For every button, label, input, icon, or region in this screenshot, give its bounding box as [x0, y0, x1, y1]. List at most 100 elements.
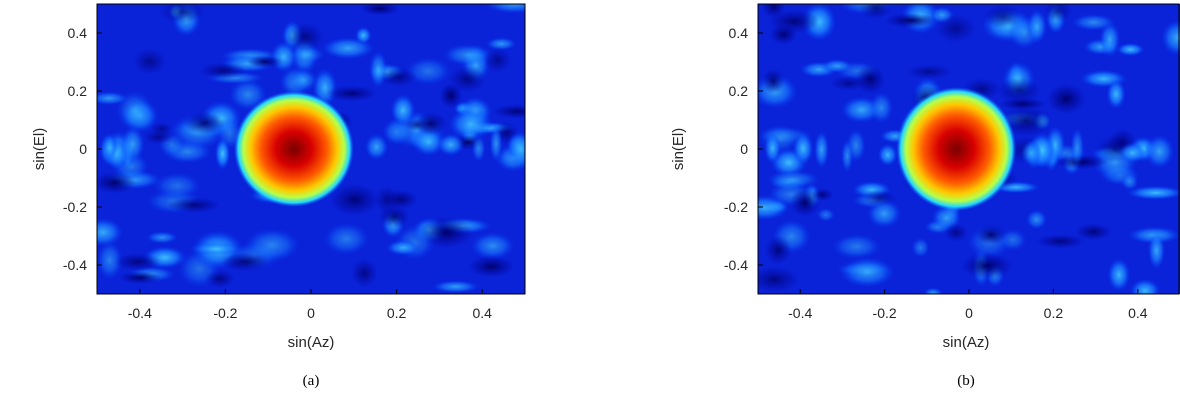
sidelobe-blob: [153, 172, 202, 200]
null-region: [483, 47, 511, 73]
null-region: [975, 224, 1007, 245]
sidelobe-blob: [839, 257, 896, 288]
y-tick-label: -0.4: [63, 257, 87, 273]
null-region: [448, 65, 487, 93]
sidelobe-blob: [841, 139, 854, 173]
null-region: [383, 189, 419, 210]
sidelobe-blob: [120, 125, 145, 163]
sidelobe-blob: [831, 233, 882, 260]
sidelobe-blob: [471, 134, 486, 163]
x-tick-label: -0.2: [213, 305, 237, 321]
y-tick-label: 0.4: [68, 25, 88, 41]
sidelobe-blob: [97, 91, 129, 106]
sidelobe-blob: [816, 207, 836, 222]
sidelobe-blob: [214, 137, 231, 171]
x-tick-label: -0.4: [128, 305, 152, 321]
null-region: [1046, 83, 1086, 115]
null-region: [205, 269, 235, 288]
null-region: [764, 235, 792, 265]
y-tick-label: -0.2: [63, 199, 87, 215]
sidelobe-blob: [436, 133, 465, 156]
null-region: [983, 4, 1022, 29]
sidelobe-blob: [1025, 209, 1048, 230]
heatmap-panel-b: -0.4 -0.2 0 0.2 0.4 0.4 0.2 0 -0.2 -0.4 sin(El) s…: [670, 3, 1180, 389]
sidelobe-blob: [869, 91, 894, 124]
sidelobe-blob: [1071, 13, 1116, 31]
null-region: [905, 64, 953, 80]
sidelobe-blob: [489, 125, 503, 163]
sidelobe-blob: [244, 228, 301, 263]
sidelobe-blob: [923, 287, 943, 294]
x-tick-label: -0.2: [873, 305, 897, 321]
null-region: [167, 197, 221, 213]
null-region: [468, 255, 515, 278]
sidelobe-blob: [442, 43, 494, 66]
sidelobe-blob: [1116, 42, 1145, 57]
null-region: [1075, 223, 1112, 241]
sidelobe-blob: [355, 26, 372, 45]
null-region: [329, 183, 380, 216]
sidelobe-blob: [764, 132, 782, 164]
null-region: [855, 64, 886, 95]
sidelobe-blob: [877, 143, 898, 167]
sidelobe-blob: [506, 130, 525, 169]
caption-b: (b): [957, 373, 975, 389]
sidelobe-blob: [1126, 185, 1180, 200]
x-tick-label: -0.4: [788, 305, 812, 321]
null-region: [286, 22, 324, 52]
null-region: [1044, 4, 1073, 23]
sidelobe-blob: [484, 4, 525, 14]
sidelobe-blob: [385, 240, 420, 256]
null-region: [998, 97, 1047, 111]
null-region: [199, 62, 247, 79]
caption-a: (a): [303, 373, 320, 389]
null-region: [758, 266, 800, 293]
y-axis-label: sin(El): [31, 128, 48, 171]
null-region: [184, 111, 225, 135]
null-region: [996, 77, 1042, 104]
sidelobe-blob: [813, 130, 830, 169]
null-region: [761, 4, 786, 19]
null-region: [961, 253, 1013, 279]
sidelobe-blob: [1121, 173, 1139, 191]
null-region: [97, 171, 137, 194]
x-axis-label: sin(Az): [288, 334, 335, 351]
sidelobe-blob: [323, 222, 370, 256]
sidelobe-blob: [97, 240, 123, 280]
x-tick-label: 0: [965, 305, 973, 321]
x-axis-label: sin(Az): [943, 334, 990, 351]
x-tick-label: 0: [307, 305, 315, 321]
y-tick-label: 0: [79, 141, 87, 157]
null-region: [884, 13, 937, 28]
null-region: [1035, 234, 1086, 249]
x-tick-label: 0.4: [1128, 305, 1148, 321]
null-region: [439, 82, 463, 109]
null-region: [859, 4, 893, 19]
tick-marks: -0.4 -0.2 0 0.2 0.4 0.4 0.2 0 -0.2 -0.4: [724, 25, 1148, 321]
sidelobe-blob: [1118, 142, 1146, 164]
null-region: [944, 223, 969, 242]
x-tick-label: 0.2: [387, 305, 407, 321]
null-region: [220, 252, 270, 271]
sidelobe-blob: [412, 127, 446, 157]
sidelobe-blob: [821, 59, 853, 73]
sidelobe-blob: [1147, 231, 1166, 270]
sidelobe-blob: [432, 280, 480, 294]
sidelobe-blob: [1161, 19, 1180, 56]
sidelobe-blob: [364, 133, 389, 161]
null-region: [360, 4, 400, 16]
sidelobe-blob: [1106, 79, 1126, 110]
sidelobe-blob: [146, 231, 179, 244]
y-tick-label: 0.2: [68, 83, 88, 99]
null-region: [863, 189, 896, 206]
null-region: [415, 112, 447, 136]
null-region: [159, 4, 206, 24]
null-region: [492, 104, 525, 119]
null-region: [769, 24, 798, 45]
y-tick-label: 0.2: [729, 83, 749, 99]
null-region: [351, 258, 378, 288]
sidelobe-blob: [470, 232, 515, 260]
null-region: [143, 129, 174, 145]
x-tick-label: 0.2: [1044, 305, 1064, 321]
null-region: [419, 217, 474, 248]
